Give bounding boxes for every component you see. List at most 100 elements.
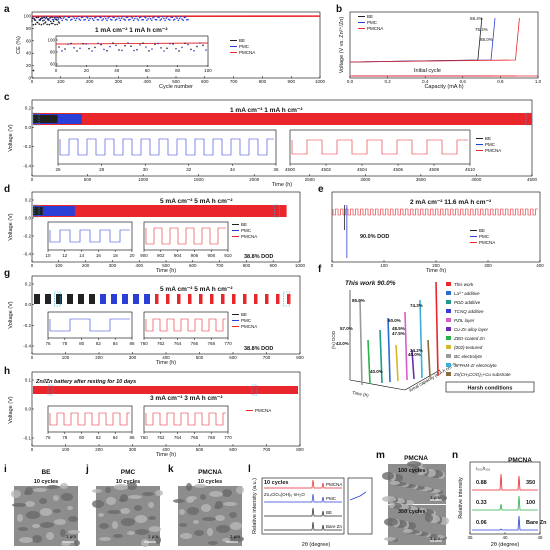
x-tick-label: 200	[86, 79, 94, 84]
point-PMC	[137, 19, 140, 22]
legend-entry: PMC	[241, 228, 252, 233]
point-PMC	[77, 15, 79, 18]
ratio-value: 0.33	[476, 500, 487, 506]
inset-x-tick-label: 762	[157, 435, 165, 440]
inset-trace	[49, 229, 130, 243]
y-tick-label: 0.2	[25, 282, 32, 287]
inset-point	[178, 50, 180, 52]
point-PMC	[67, 16, 70, 19]
panel-letter-d: d	[4, 184, 10, 195]
inset-point	[196, 45, 198, 48]
point-BE	[31, 20, 33, 22]
point-BE	[39, 17, 42, 20]
xrd-ref-label: Zn₄ClO₄(OH)₆·nH₂O	[264, 492, 305, 497]
dod-bar	[419, 299, 423, 379]
point-BE	[59, 16, 61, 19]
point-PMC	[158, 16, 160, 19]
zoom-marker	[525, 112, 533, 126]
point-PMC	[163, 17, 165, 20]
inset-x-tick-label: 36	[273, 167, 279, 172]
sem-image-BE	[11, 483, 80, 546]
point-PMC	[102, 18, 105, 20]
inset-point	[202, 44, 204, 47]
inset-point	[148, 50, 150, 52]
legend-entry: La³⁺ additive	[454, 291, 480, 296]
y-tick-label: 80	[26, 26, 32, 31]
point-BE	[33, 18, 35, 20]
panel-b-frame	[349, 11, 539, 79]
x-tick-label: 1000	[295, 263, 306, 268]
x-tick-label: 0.0	[347, 79, 354, 84]
x-tick-label: 400	[135, 263, 143, 268]
panel-letter-f: f	[318, 264, 322, 275]
point-PMC	[179, 15, 182, 18]
x-tick-label: 3000	[360, 177, 371, 182]
inset-x-tick-label: 76	[45, 435, 51, 440]
x-tick-label: 400	[536, 263, 544, 268]
cycle-block	[100, 294, 106, 304]
point-PMC	[95, 16, 97, 18]
point-PMC	[88, 19, 90, 22]
inset-x-tick-label: 900	[140, 253, 148, 258]
x-axis-label: Time (h)	[156, 360, 176, 366]
point-PMC	[169, 19, 171, 21]
x-tick-label: 0.2	[384, 79, 391, 84]
x-tick-label: 2500	[305, 177, 316, 182]
y-tick-label: 0.0	[25, 302, 32, 307]
legend-entry: PMCNA	[367, 26, 383, 31]
sem-subtitle: 10 cycles	[198, 479, 222, 485]
inset-point	[100, 43, 102, 46]
band-PMC	[33, 206, 75, 216]
x-tick-label: 300	[129, 447, 137, 452]
sem-title: BE	[41, 469, 51, 476]
x-tick-label: 600	[229, 447, 237, 452]
x-tick-label: 40	[502, 535, 508, 540]
point-PMC	[71, 18, 73, 21]
point-BE	[52, 20, 55, 23]
y-tick-label: 100	[47, 38, 55, 43]
point-PMC	[106, 19, 108, 22]
inset-point	[142, 42, 144, 44]
point-BE	[38, 23, 40, 25]
inset-x-tick-label: 78	[62, 435, 68, 440]
point-BE	[45, 16, 48, 19]
legend-entry: BE	[485, 136, 491, 141]
cycle-block	[122, 294, 128, 304]
point-PMC	[92, 19, 95, 22]
inset-d-left	[47, 221, 133, 251]
inset-trace	[145, 227, 226, 245]
point-PMC	[160, 18, 163, 20]
inset-point	[58, 46, 60, 48]
point-PMC	[90, 15, 93, 18]
inset-d-right	[143, 221, 229, 251]
point-PMC	[159, 19, 162, 21]
band-PMCNA	[33, 113, 532, 125]
point-BE	[32, 69, 35, 72]
inset-x-tick-label: 12	[62, 253, 68, 258]
panel-letter-c: c	[4, 92, 10, 103]
point-PMC	[75, 17, 78, 20]
x-tick-label: 300	[109, 263, 117, 268]
point-PMC	[40, 16, 43, 18]
inset-x-tick-label: 76	[45, 341, 51, 346]
legend-entry: PMCNA	[255, 408, 271, 413]
point-BE	[48, 23, 51, 26]
x-tick-label: 800	[296, 355, 304, 360]
dod-value-label: 57.0%	[340, 326, 353, 331]
x-tick-label: 600	[189, 263, 197, 268]
point-PMC	[84, 18, 87, 21]
sem-label: 350 cycles	[398, 509, 426, 515]
point-PMC	[109, 18, 112, 21]
legend-swatch	[446, 345, 451, 349]
x-tick-label: 0	[31, 447, 34, 452]
inset-x-tick-label: 84	[113, 435, 119, 440]
inset-point	[127, 42, 129, 44]
cycle-block	[34, 294, 40, 304]
inset-c-left	[57, 129, 277, 165]
legend-entry: PMC	[479, 234, 490, 239]
sem-image-PMCNA	[173, 483, 244, 546]
inset-g-left	[47, 311, 133, 339]
point-BE	[39, 19, 41, 22]
point-PMC	[183, 16, 186, 19]
panel-letter-n: n	[452, 450, 458, 461]
